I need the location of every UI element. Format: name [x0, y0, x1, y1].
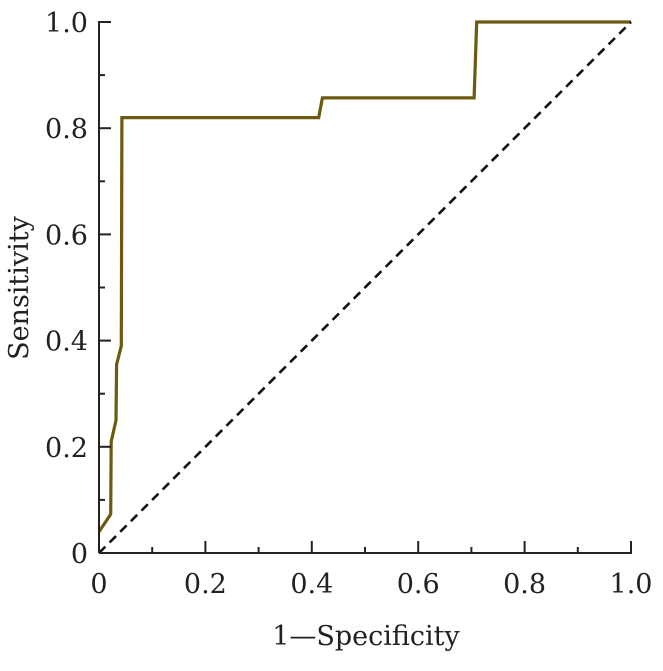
ticks-layer: 0 0.2 0.4 0.6 0.8 1.0 0 0.2 0.4 0.6 0.8 1.0 [45, 8, 652, 600]
y-tick-label: 0.4 [45, 327, 88, 358]
x-tick-label: 0.2 [184, 569, 227, 600]
reference-diagonal-line [98, 21, 632, 554]
x-axis-label: 1—Specificity [272, 621, 460, 652]
x-tick-label: 0.6 [397, 569, 440, 600]
roc-curve-line [97, 20, 631, 533]
series-layer [97, 20, 632, 554]
y-tick-label: 0.6 [45, 220, 88, 251]
x-tick-label: 1.0 [610, 569, 653, 600]
x-tick-label: 0.8 [503, 569, 546, 600]
x-tick-label: 0.4 [290, 569, 333, 600]
y-axis-label: Sensitivity [4, 215, 35, 360]
y-tick-label: 1.0 [45, 8, 88, 39]
x-tick-label: 0 [90, 569, 107, 600]
y-tick-label: 0.8 [45, 114, 88, 145]
y-tick-label: 0 [71, 539, 88, 570]
y-tick-label: 0.2 [45, 433, 88, 464]
